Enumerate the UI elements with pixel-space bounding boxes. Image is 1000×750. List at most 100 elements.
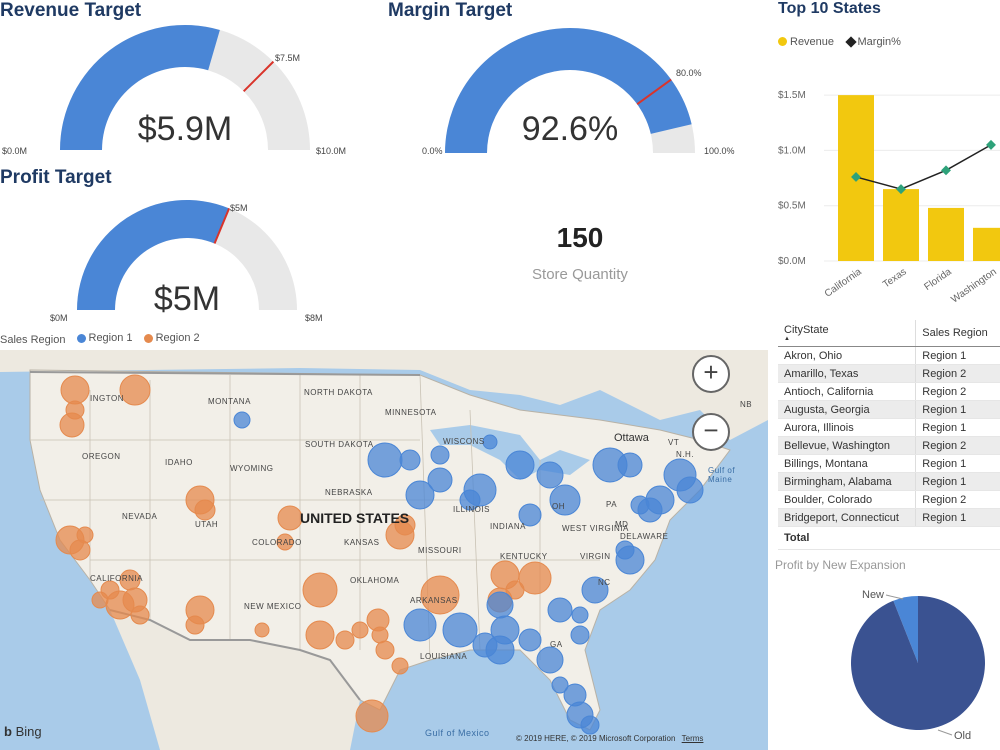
region1-bubble[interactable] <box>581 576 609 604</box>
region1-bubble[interactable] <box>486 591 514 619</box>
region2-bubble[interactable] <box>276 533 294 551</box>
region1-bubble[interactable] <box>615 540 635 560</box>
margin-target-label: 80.0% <box>676 68 702 78</box>
revenue-min-label: $0.0M <box>2 146 28 156</box>
region2-bubble[interactable] <box>60 375 90 405</box>
region1-bubble[interactable] <box>551 676 569 694</box>
region1-bubble[interactable] <box>399 449 421 471</box>
sales-region-cell: Region 2 <box>915 436 1000 455</box>
region1-bubble[interactable] <box>676 476 704 504</box>
label-md: MD <box>615 520 629 529</box>
region1-bubble[interactable] <box>459 489 481 511</box>
pie-slice-old[interactable] <box>851 596 985 730</box>
region2-bubble[interactable] <box>130 605 150 625</box>
zoom-in-button[interactable]: + <box>692 355 730 393</box>
region2-bubble[interactable] <box>375 640 395 660</box>
table-row[interactable]: Akron, Ohio Region 1 <box>778 346 1000 365</box>
region1-bubble[interactable] <box>442 612 478 648</box>
citystate-table-container[interactable]: CityState ▲ Sales Region Akron, Ohio Regi… <box>778 320 1000 550</box>
region1-bubble[interactable] <box>482 434 498 450</box>
region2-bubble[interactable] <box>185 615 205 635</box>
region2-bubble[interactable] <box>355 699 389 733</box>
region2-bubble[interactable] <box>518 561 552 595</box>
revenue-target-marker <box>242 60 275 93</box>
citystate-cell: Aurora, Illinois <box>778 418 916 437</box>
region2-bubble[interactable] <box>351 621 369 639</box>
region1-bubble[interactable] <box>427 467 453 493</box>
revenue-value: $5.9M <box>137 110 233 148</box>
region1-bubble[interactable] <box>505 450 535 480</box>
region1-bubble[interactable] <box>547 597 573 623</box>
margin-point[interactable] <box>986 139 996 150</box>
region1-bubble[interactable] <box>430 445 450 465</box>
region2-bubble[interactable] <box>91 591 109 609</box>
map-legend-region1[interactable]: Region 1 <box>76 332 133 344</box>
y-tick-label: $1.5M <box>778 90 806 101</box>
region1-bubble[interactable] <box>630 495 650 515</box>
region2-bubble[interactable] <box>65 400 85 420</box>
region2-bubble[interactable] <box>277 505 303 531</box>
region2-bubble[interactable] <box>305 620 335 650</box>
table-row[interactable]: Billings, Montana Region 1 <box>778 454 1000 473</box>
table-row[interactable]: Boulder, Colorado Region 2 <box>778 490 1000 509</box>
table-row[interactable]: Antioch, California Region 2 <box>778 382 1000 401</box>
map-bubbles <box>55 374 704 735</box>
region2-bubble[interactable] <box>335 630 355 650</box>
margin-point[interactable] <box>851 172 861 182</box>
region2-bubble[interactable] <box>76 526 94 544</box>
label-montana: MONTANA <box>208 397 251 406</box>
region2-bubble[interactable] <box>391 657 409 675</box>
region1-bubble[interactable] <box>617 452 643 478</box>
region2-bubble[interactable] <box>302 572 338 608</box>
table-row[interactable]: Augusta, Georgia Region 1 <box>778 400 1000 419</box>
region1-bubble[interactable] <box>233 411 251 429</box>
header-sales-region[interactable]: Sales Region <box>915 320 1000 347</box>
profit-max-label: $8M <box>305 313 323 323</box>
map-copyright: © 2019 HERE, © 2019 Microsoft Corporatio… <box>516 734 703 743</box>
pie-slice-new[interactable] <box>893 596 918 663</box>
table-row[interactable]: Amarillo, Texas Region 2 <box>778 364 1000 383</box>
x-tick-label: Washington <box>949 266 998 305</box>
region1-bubble[interactable] <box>536 461 564 489</box>
profit-value: $5M <box>153 280 221 318</box>
region1-bubble[interactable] <box>405 480 435 510</box>
label-nc: NC <box>598 578 611 587</box>
margin-point[interactable] <box>941 165 951 176</box>
region2-bubble[interactable] <box>420 575 460 615</box>
revenue-bar[interactable] <box>928 207 964 261</box>
region1-bubble[interactable] <box>472 632 498 658</box>
table-row[interactable]: Bellevue, Washington Region 2 <box>778 436 1000 455</box>
region2-bubble[interactable] <box>505 580 525 600</box>
header-citystate[interactable]: CityState ▲ <box>778 320 916 347</box>
citystate-cell: Amarillo, Texas <box>778 364 916 383</box>
sales-region-cell: Region 2 <box>915 364 1000 383</box>
region1-bubble[interactable] <box>518 628 542 652</box>
label-oh: OH <box>552 502 565 511</box>
table-row[interactable]: Birmingham, Alabama Region 1 <box>778 472 1000 491</box>
region2-bubble[interactable] <box>394 514 416 536</box>
label-nb: NB <box>740 400 753 409</box>
revenue-bar[interactable] <box>973 227 1000 261</box>
region1-bubble[interactable] <box>518 503 542 527</box>
region2-bubble[interactable] <box>194 499 216 521</box>
region1-bubble[interactable] <box>570 625 590 645</box>
table-row[interactable]: Bridgeport, Connecticut Region 1 <box>778 508 1000 527</box>
region1-bubble[interactable] <box>403 608 437 642</box>
map-view[interactable]: MONTANA NORTH DAKOTA MINNESOTA OREGON ID… <box>0 350 768 750</box>
bing-logo[interactable]: b Bing <box>4 724 42 739</box>
region2-bubble[interactable] <box>119 374 151 406</box>
margin-point[interactable] <box>896 184 906 195</box>
region1-bubble[interactable] <box>536 646 564 674</box>
terms-link[interactable]: Terms <box>681 734 704 743</box>
region1-bubble[interactable] <box>549 484 581 516</box>
legend-revenue[interactable]: Revenue <box>778 36 834 48</box>
sort-up-icon: ▲ <box>784 336 790 342</box>
region1-bubble[interactable] <box>580 715 600 735</box>
zoom-out-button[interactable]: − <box>692 413 730 451</box>
revenue-bar[interactable] <box>883 189 919 261</box>
map-legend-region2[interactable]: Region 2 <box>143 332 200 344</box>
region2-bubble[interactable] <box>254 622 270 638</box>
region1-bubble[interactable] <box>571 606 589 624</box>
legend-margin[interactable]: Margin% <box>844 36 901 48</box>
table-row[interactable]: Aurora, Illinois Region 1 <box>778 418 1000 437</box>
